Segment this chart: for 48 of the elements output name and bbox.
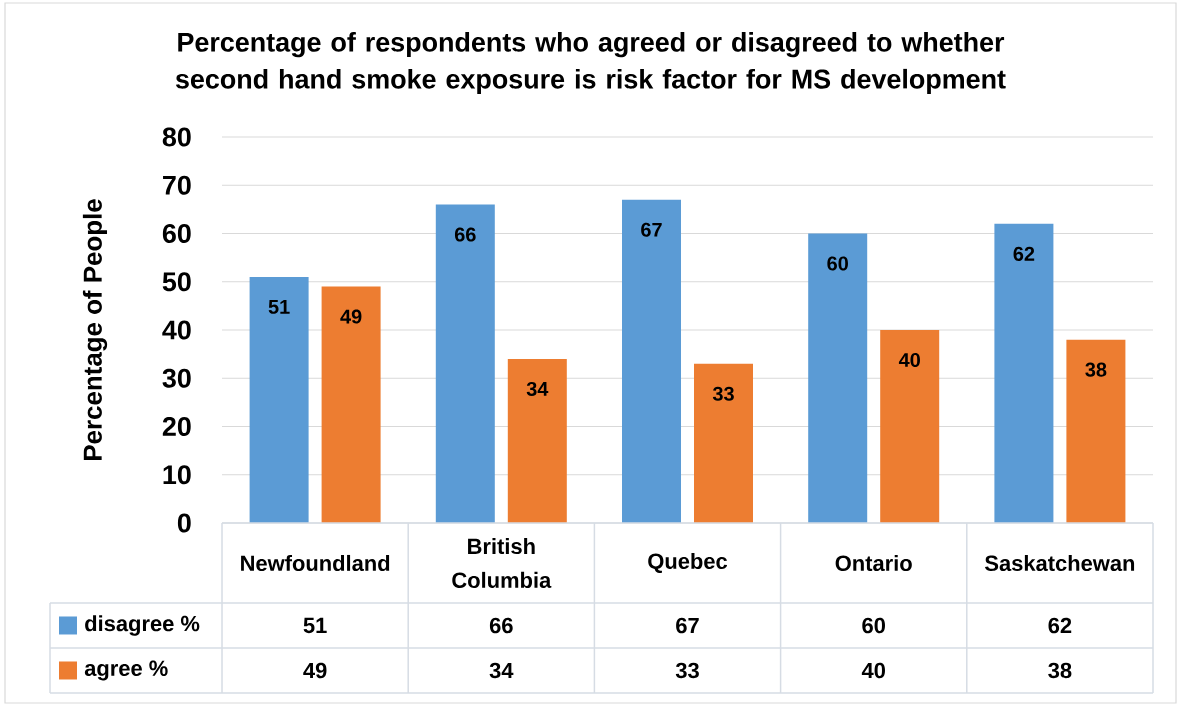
x-tick-label: Quebec: [648, 552, 728, 574]
x-tick-label: Saskatchewan: [984, 554, 1135, 572]
y-tick-label: 50: [162, 272, 191, 292]
y-axis-title: Percentage of People: [82, 199, 108, 460]
data-label: 49: [303, 662, 327, 679]
annotation: 38: [1085, 362, 1107, 377]
bar: [622, 199, 681, 523]
data-label: 51: [303, 617, 327, 634]
data-label: 62: [1048, 617, 1072, 634]
bar: [994, 223, 1054, 523]
data-label: 67: [676, 617, 699, 634]
chart-title: Percentage of respondents who agreed or disagreed to whether second hand smoke exposure is risk factor for MS development: [175, 32, 1006, 94]
data-label: 66: [489, 617, 513, 634]
data-label: 38: [1048, 662, 1072, 679]
data-label: 40: [861, 662, 885, 679]
legend-label: agree %: [84, 660, 168, 681]
annotation: 33: [712, 386, 734, 401]
y-tick-label: 20: [162, 416, 191, 437]
y-tick-label: 40: [162, 320, 191, 340]
annotation: 40: [898, 352, 920, 368]
data-label: 33: [675, 662, 699, 679]
bar: [249, 276, 309, 523]
annotation: 66: [454, 227, 476, 242]
data-label: 60: [862, 617, 885, 634]
x-tick-label: Newfoundland: [241, 554, 390, 572]
annotation: 51: [268, 299, 290, 314]
y-tick-label: 0: [177, 513, 191, 533]
x-tick-label: Ontario: [835, 554, 912, 572]
y-tick-label: 80: [162, 127, 191, 147]
x-tick-label: British Columbia: [452, 538, 552, 588]
annotation: 34: [526, 381, 549, 396]
y-tick-label: 30: [162, 368, 191, 388]
bar: [1066, 339, 1126, 523]
bar: [321, 286, 381, 523]
y-tick-label: 70: [163, 175, 191, 195]
y-tick-label: 10: [163, 465, 191, 485]
annotation: 67: [641, 222, 662, 237]
data-label: 34: [489, 662, 514, 679]
bar: [435, 204, 495, 523]
annotation: 60: [827, 256, 848, 271]
y-tick-label: 60: [162, 223, 191, 244]
legend-label: disagree %: [85, 615, 200, 636]
bar: [507, 358, 567, 523]
annotation: 49: [340, 309, 362, 324]
bar: [808, 233, 868, 523]
bar: [694, 363, 753, 523]
bar: [880, 329, 940, 523]
annotation: 62: [1013, 246, 1035, 261]
